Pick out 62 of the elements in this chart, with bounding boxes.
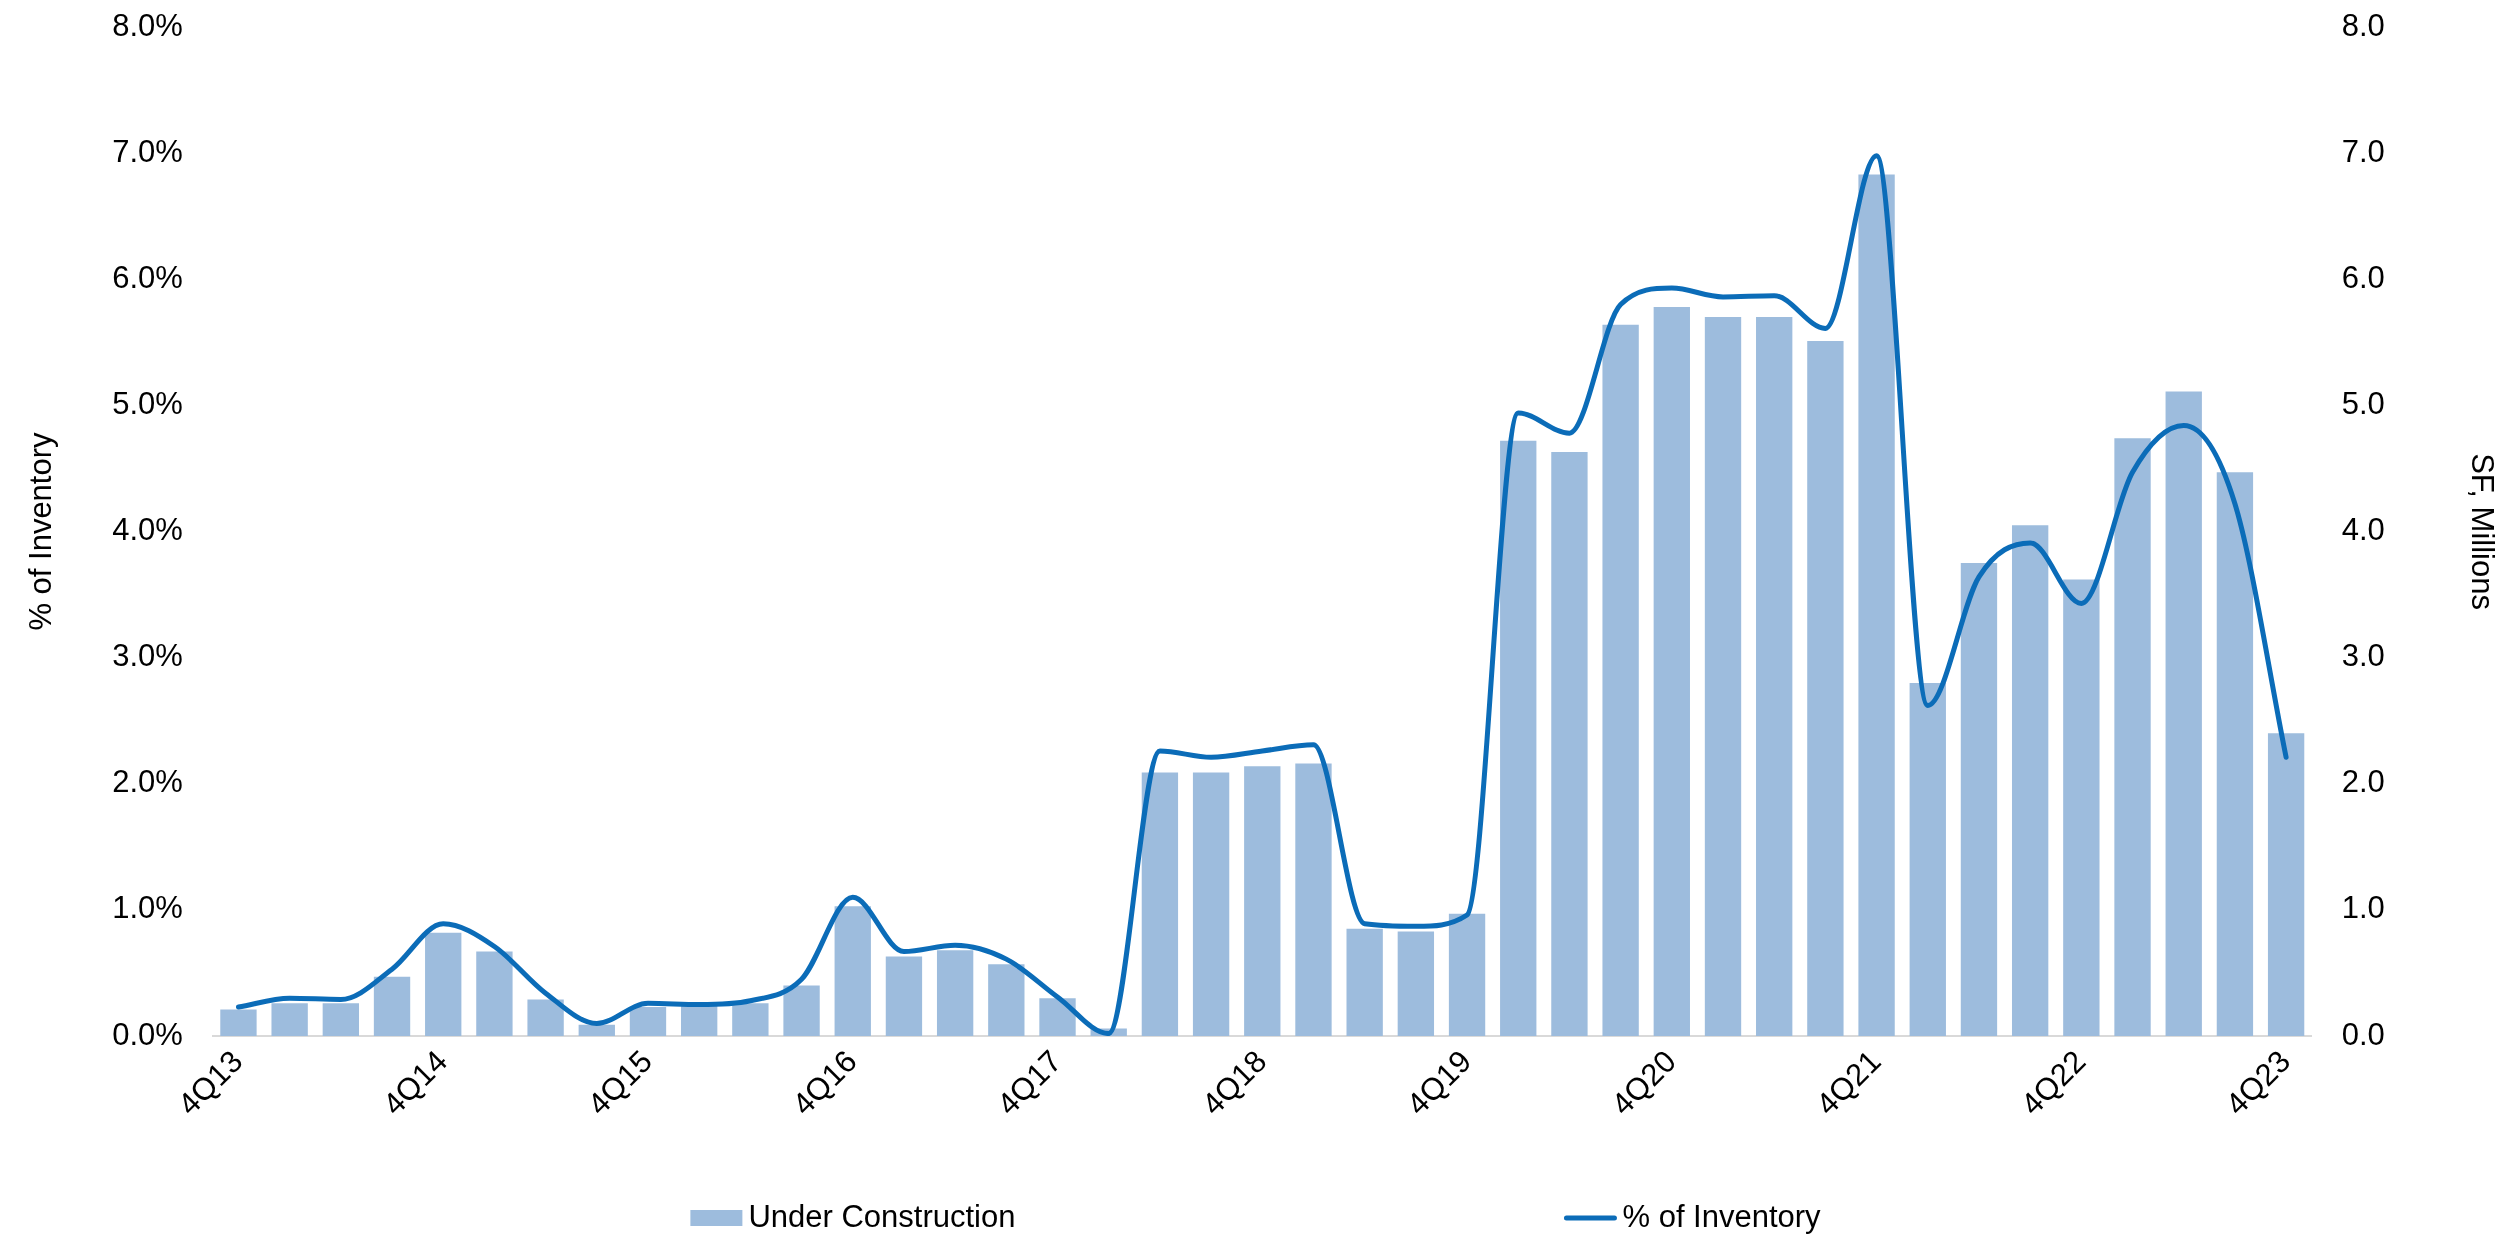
bar bbox=[373, 976, 411, 1037]
bar bbox=[834, 906, 871, 1037]
bar bbox=[2011, 525, 2049, 1037]
bar bbox=[1756, 317, 1793, 1037]
bar bbox=[1500, 440, 1537, 1037]
bar bbox=[2267, 733, 2305, 1037]
bar bbox=[1448, 913, 1486, 1037]
y2-tick-label: 2.0 bbox=[2341, 764, 2385, 800]
y2-tick-label: 3.0 bbox=[2341, 638, 2385, 674]
bar bbox=[322, 1003, 360, 1037]
bar bbox=[681, 1005, 718, 1037]
y2-tick-label: 8.0 bbox=[2341, 7, 2385, 43]
bar bbox=[271, 1003, 308, 1037]
bar bbox=[1653, 307, 1690, 1037]
y-tick-label: 7.0% bbox=[112, 133, 183, 169]
bar bbox=[1602, 324, 1639, 1037]
bar bbox=[2165, 391, 2202, 1037]
bar bbox=[2063, 579, 2100, 1037]
y-axis-title: % of Inventory bbox=[23, 431, 59, 631]
y-tick-label: 0.0% bbox=[112, 1016, 183, 1052]
y2-axis-title: SF, Millions bbox=[2464, 453, 2500, 610]
bar bbox=[1397, 931, 1435, 1037]
legend-label: % of Inventory bbox=[1622, 1198, 1822, 1234]
y-tick-label: 6.0% bbox=[112, 259, 183, 295]
bar bbox=[885, 956, 923, 1037]
y-tick-label: 2.0% bbox=[112, 764, 183, 800]
bar bbox=[1807, 341, 1844, 1037]
y2-tick-label: 7.0 bbox=[2341, 133, 2385, 169]
bar bbox=[1704, 317, 1742, 1037]
y-tick-label: 4.0% bbox=[112, 512, 183, 548]
bar bbox=[425, 932, 462, 1037]
bar bbox=[1192, 772, 1230, 1037]
y2-tick-label: 4.0 bbox=[2341, 512, 2385, 548]
legend-label: Under Construction bbox=[748, 1198, 1016, 1234]
bar bbox=[988, 964, 1025, 1037]
bar bbox=[783, 985, 820, 1037]
bar bbox=[1141, 772, 1179, 1037]
bar bbox=[220, 1009, 257, 1037]
bar bbox=[1039, 998, 1076, 1037]
y-tick-label: 5.0% bbox=[112, 385, 183, 421]
bar bbox=[1295, 763, 1332, 1037]
y2-tick-label: 0.0 bbox=[2341, 1016, 2385, 1052]
y2-tick-label: 5.0 bbox=[2341, 385, 2385, 421]
bar bbox=[936, 950, 974, 1037]
bar bbox=[476, 951, 513, 1037]
y2-tick-label: 6.0 bbox=[2341, 259, 2385, 295]
bar bbox=[1346, 928, 1383, 1037]
bar bbox=[578, 1024, 615, 1037]
bar bbox=[2114, 438, 2151, 1037]
y-tick-label: 8.0% bbox=[112, 7, 183, 43]
bar bbox=[2216, 472, 2254, 1037]
bar bbox=[732, 1003, 769, 1037]
bar bbox=[1244, 766, 1281, 1037]
bar bbox=[1960, 563, 1998, 1037]
y2-tick-label: 1.0 bbox=[2341, 890, 2385, 926]
y-tick-label: 1.0% bbox=[112, 890, 183, 926]
bar bbox=[1858, 174, 1895, 1037]
bar bbox=[629, 1007, 667, 1037]
bar bbox=[1551, 452, 1588, 1037]
bar bbox=[1909, 682, 1946, 1037]
y-tick-label: 3.0% bbox=[112, 638, 183, 674]
bar bbox=[527, 999, 564, 1037]
